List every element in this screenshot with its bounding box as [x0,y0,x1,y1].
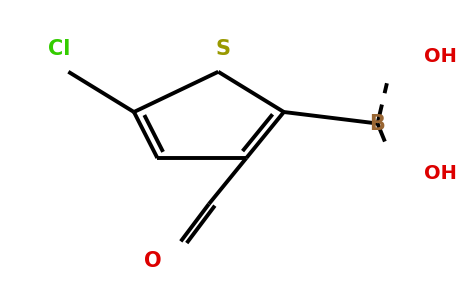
Text: O: O [144,251,162,272]
Text: OH: OH [424,164,457,183]
Text: Cl: Cl [48,39,70,59]
Text: OH: OH [424,47,457,66]
Text: B: B [370,113,385,134]
Text: S: S [216,39,230,59]
